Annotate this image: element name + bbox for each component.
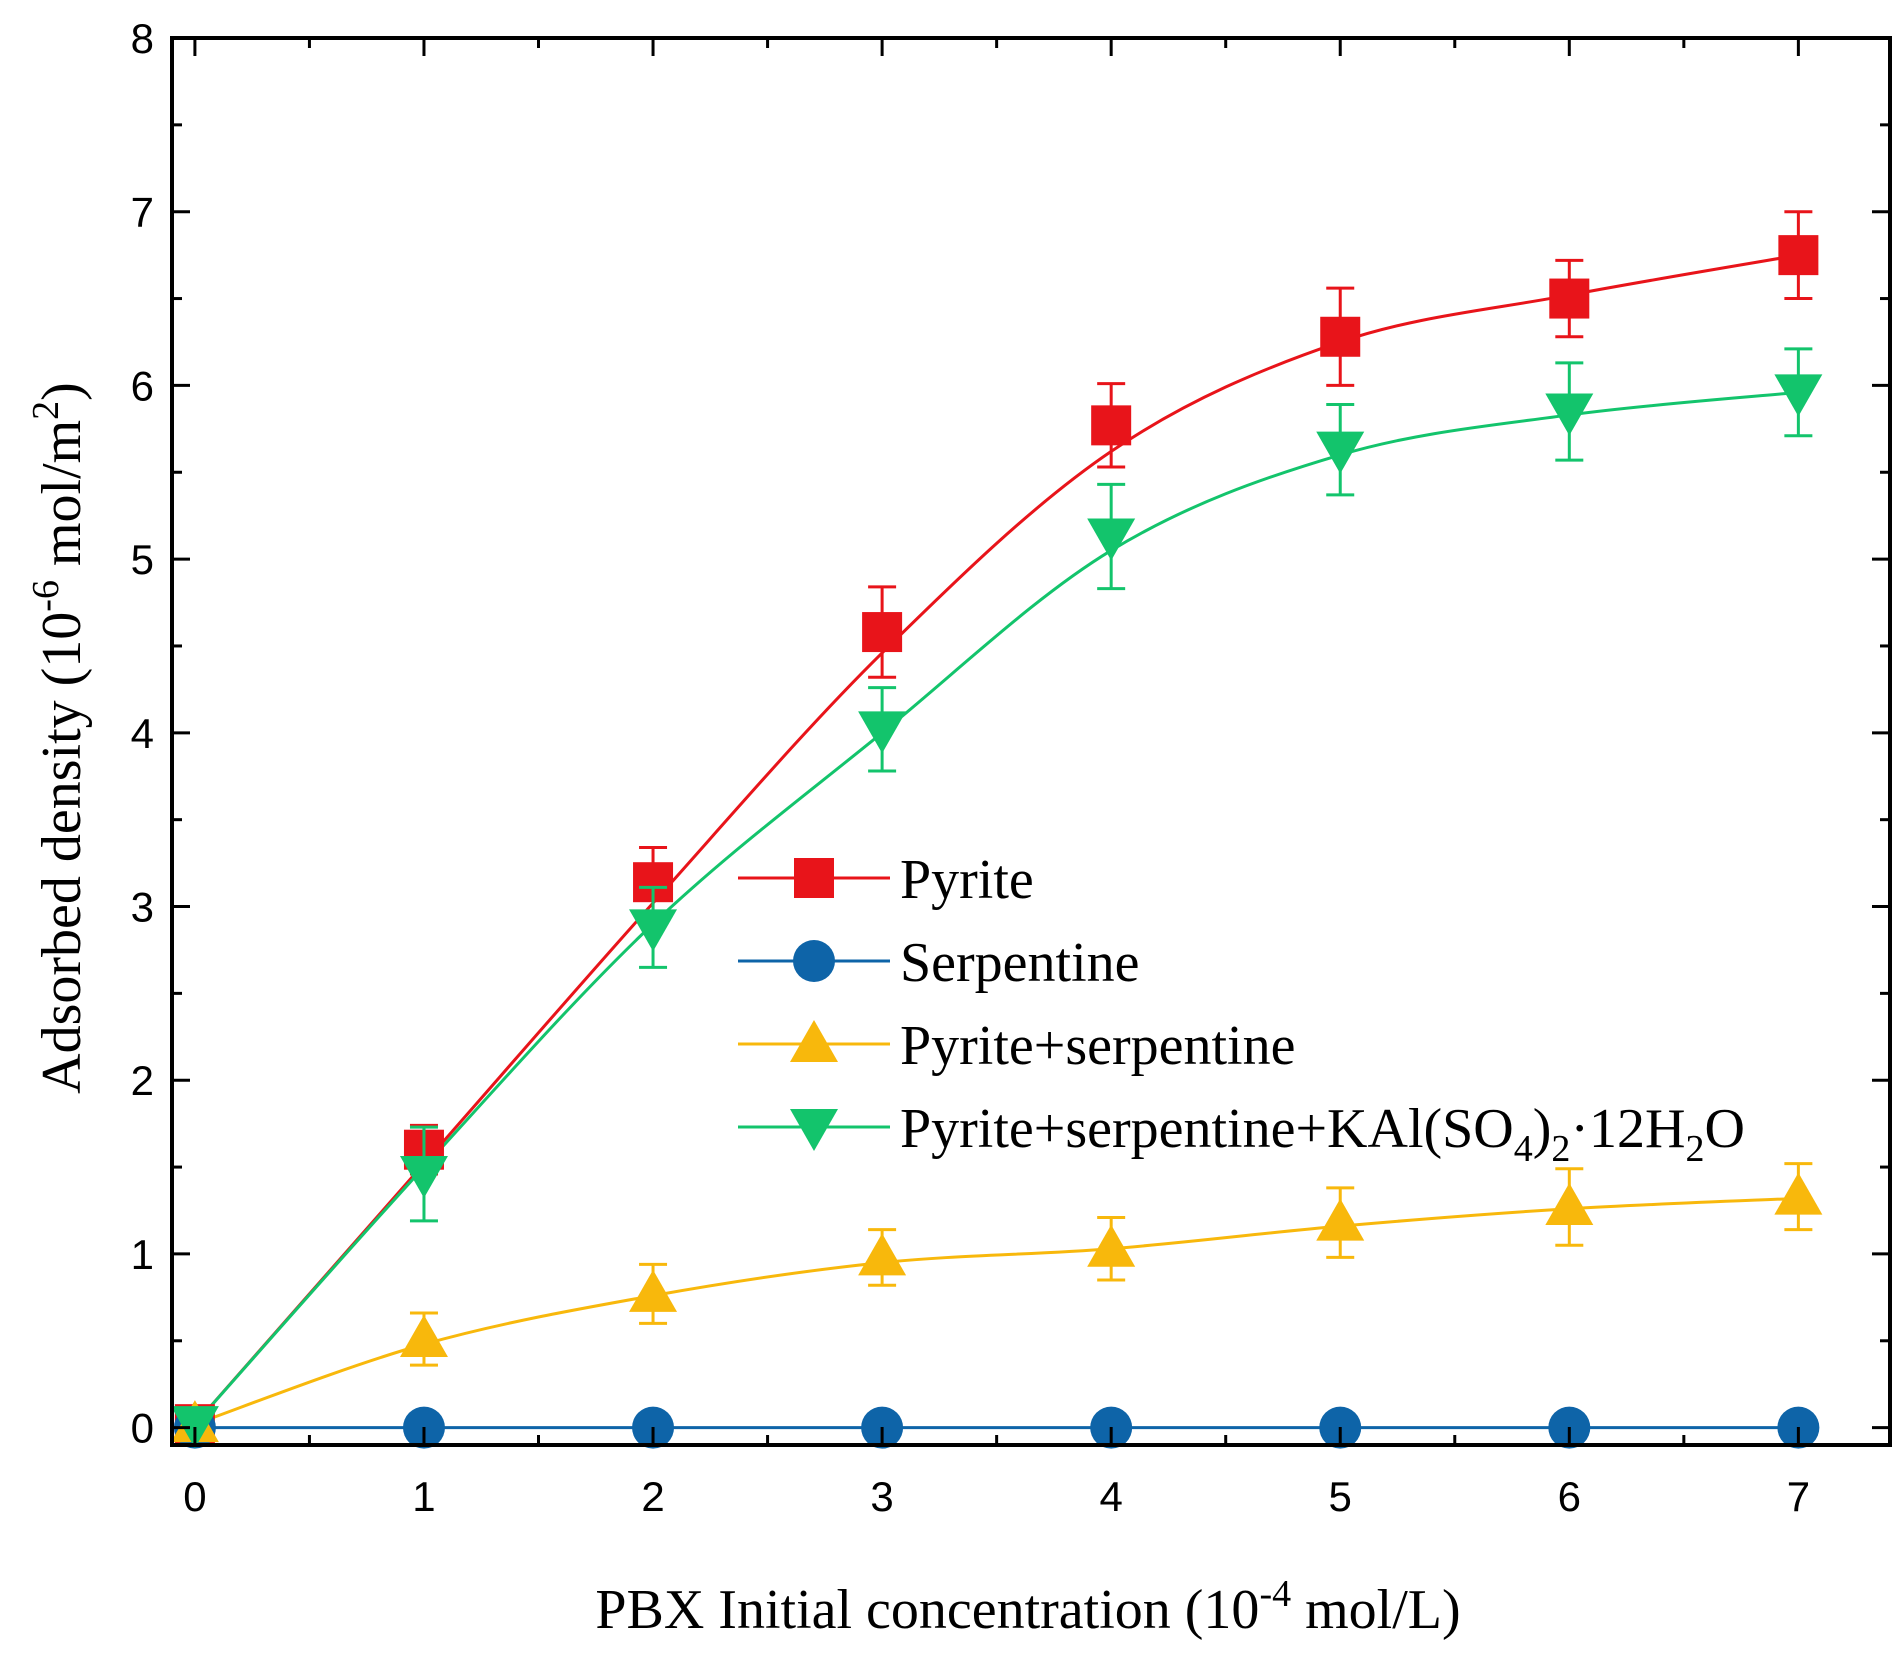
legend-label: Serpentine bbox=[900, 932, 1139, 994]
legend-label: Pyrite bbox=[900, 849, 1034, 911]
data-point bbox=[1774, 374, 1823, 417]
data-point bbox=[1087, 518, 1136, 561]
data-point bbox=[1316, 1198, 1365, 1241]
series-points-2 bbox=[170, 1162, 1823, 1443]
x-tick-label: 2 bbox=[641, 1473, 664, 1520]
data-point bbox=[1091, 405, 1132, 446]
data-point bbox=[858, 711, 907, 754]
data-point bbox=[1778, 235, 1819, 276]
legend-item-1: Serpentine bbox=[738, 932, 1139, 994]
x-tick-label: 3 bbox=[870, 1473, 893, 1520]
x-tick-label: 0 bbox=[183, 1473, 206, 1520]
y-tick-label: 4 bbox=[131, 710, 154, 757]
data-point bbox=[1320, 316, 1361, 357]
legend-item-2: Pyrite+serpentine bbox=[738, 1015, 1295, 1077]
legend-marker bbox=[794, 858, 834, 898]
legend-marker bbox=[793, 940, 835, 982]
legend-marker bbox=[790, 1109, 838, 1151]
data-point bbox=[399, 1156, 448, 1199]
y-tick-label: 2 bbox=[131, 1057, 154, 1104]
y-tick-label: 7 bbox=[131, 189, 154, 236]
plot-area bbox=[170, 210, 1823, 1449]
axes: 0 1 2 3 4 5 6 7 0 1 2 3 4 5 6 7 8 bbox=[131, 15, 1892, 1520]
data-point bbox=[862, 612, 903, 653]
data-point bbox=[1545, 1183, 1594, 1226]
legend-label-part: ·12H bbox=[1570, 1098, 1685, 1160]
legend-label-part: Pyrite+serpentine+KAl(SO bbox=[900, 1098, 1514, 1160]
x-tick-label: 6 bbox=[1558, 1473, 1581, 1520]
data-point bbox=[1316, 431, 1365, 474]
legend-label-part: 4 bbox=[1514, 1128, 1533, 1170]
series-line bbox=[193, 253, 1799, 1426]
legend: Pyrite Serpentine Pyrite+serpentine Pyrite+… bbox=[738, 849, 1745, 1170]
x-tick-label: 4 bbox=[1099, 1473, 1122, 1520]
data-point bbox=[1549, 278, 1590, 319]
legend-label-part: ) bbox=[1533, 1098, 1552, 1160]
x-tick-label: 5 bbox=[1329, 1473, 1352, 1520]
legend-label-part: O bbox=[1704, 1098, 1744, 1160]
legend-label: Pyrite+serpentine bbox=[900, 1015, 1295, 1077]
series-0 bbox=[193, 253, 1799, 1426]
plot-frame bbox=[170, 36, 1892, 1447]
series-line bbox=[194, 1196, 1799, 1426]
legend-label: Pyrite+serpentine+KAl(SO4)2·12H2O bbox=[900, 1098, 1745, 1170]
legend-item-0: Pyrite bbox=[738, 849, 1034, 911]
x-axis-title: PBX Initial concentration (10-4 mol/L) bbox=[595, 1573, 1460, 1641]
legend-label-part: 2 bbox=[1685, 1128, 1704, 1170]
data-point bbox=[399, 1315, 448, 1358]
legend-item-3: Pyrite+serpentine+KAl(SO4)2·12H2O bbox=[738, 1098, 1745, 1170]
series-2 bbox=[194, 1196, 1799, 1426]
legend-label-part: 2 bbox=[1551, 1128, 1570, 1170]
data-point bbox=[1545, 393, 1594, 436]
legend-label-part: Pyrite bbox=[900, 849, 1034, 911]
data-point bbox=[1087, 1224, 1136, 1267]
legend-label-part: Pyrite+serpentine bbox=[900, 1015, 1295, 1077]
x-tick-label: 7 bbox=[1787, 1473, 1810, 1520]
y-tick-label: 3 bbox=[131, 884, 154, 931]
data-point bbox=[858, 1233, 907, 1276]
data-point bbox=[629, 909, 678, 952]
y-tick-label: 1 bbox=[131, 1231, 154, 1278]
y-tick-label: 6 bbox=[131, 362, 154, 409]
data-point bbox=[629, 1269, 678, 1312]
y-tick-label: 8 bbox=[131, 15, 154, 62]
y-tick-label: 5 bbox=[131, 536, 154, 583]
legend-marker bbox=[790, 1020, 838, 1062]
x-tick-label: 1 bbox=[412, 1473, 435, 1520]
legend-label-part: Serpentine bbox=[900, 932, 1139, 994]
y-tick-label: 0 bbox=[131, 1405, 154, 1452]
y-axis-title: Adsorbed density (10-6 mol/m2) bbox=[25, 382, 93, 1094]
data-point bbox=[1774, 1172, 1823, 1215]
series-points-3 bbox=[170, 347, 1823, 1449]
